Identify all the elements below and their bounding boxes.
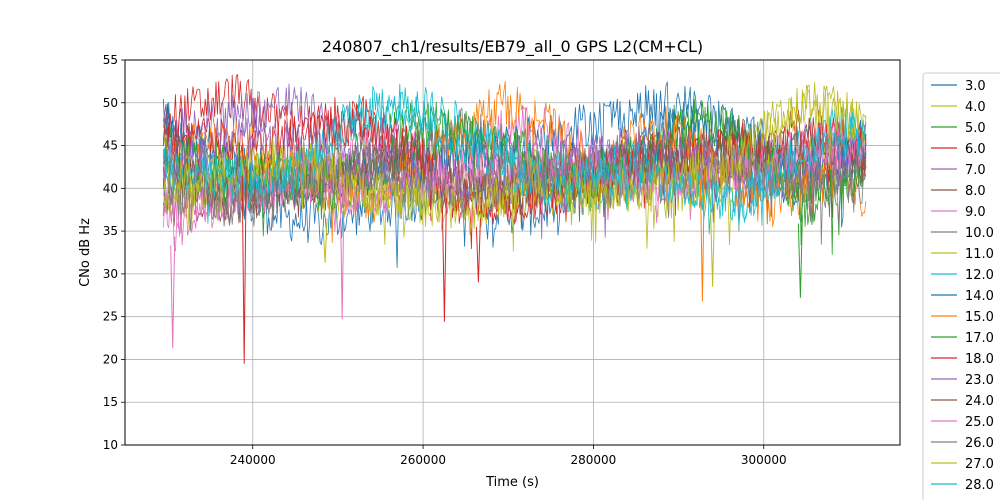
- legend-label: 15.0: [965, 310, 994, 325]
- legend-label: 10.0: [965, 226, 994, 241]
- legend-box: [922, 72, 1000, 500]
- series-line-27-0: [162, 84, 867, 252]
- series-spike: [322, 218, 328, 263]
- legend-label: 24.0: [965, 394, 994, 409]
- chart-title: 240807_ch1/results/EB79_all_0 GPS L2(CM+…: [322, 37, 703, 57]
- legend-label: 8.0: [965, 184, 986, 199]
- series-spike: [170, 236, 176, 349]
- legend-label: 14.0: [965, 289, 994, 304]
- y-tick-label: 40: [103, 181, 118, 195]
- x-axis-label: Time (s): [485, 475, 539, 490]
- series-spike: [699, 169, 705, 302]
- y-tick-label: 30: [103, 267, 118, 281]
- legend-label: 27.0: [965, 457, 994, 472]
- y-tick-label: 10: [103, 438, 118, 452]
- legend-label: 6.0: [965, 142, 986, 157]
- legend-label: 9.0: [965, 205, 986, 220]
- legend-label: 5.0: [965, 121, 986, 136]
- legend-label: 17.0: [965, 331, 994, 346]
- series-spike: [475, 218, 481, 283]
- y-tick-label: 15: [103, 395, 118, 409]
- y-tick-label: 55: [103, 53, 118, 67]
- series-spike: [710, 203, 716, 287]
- x-tick-label: 240000: [230, 453, 276, 467]
- x-tick-label: 260000: [400, 453, 446, 467]
- legend-label: 4.0: [965, 100, 986, 115]
- x-axis: 240000 260000 280000 300000: [230, 445, 787, 467]
- x-tick-label: 300000: [741, 453, 787, 467]
- legend: 3.0 4.0 5.0 6.0 7.0 8.0 9.0 10.0 11.0 12.0 14.0 15.…: [922, 72, 1000, 500]
- series-spike: [339, 174, 345, 320]
- legend-label: 3.0: [965, 79, 986, 94]
- y-tick-label: 50: [103, 96, 118, 110]
- legend-label: 18.0: [965, 352, 994, 367]
- y-axis-label: CNo dB Hz: [78, 218, 93, 287]
- legend-label: 7.0: [965, 163, 986, 178]
- legend-label: 26.0: [965, 436, 994, 451]
- legend-label: 11.0: [965, 247, 994, 262]
- plot-series-group: [162, 74, 867, 364]
- legend-label: 23.0: [965, 373, 994, 388]
- series-spike: [797, 215, 803, 298]
- y-tick-label: 20: [103, 352, 118, 366]
- legend-label: 28.0: [965, 478, 994, 493]
- series-spike: [441, 197, 447, 322]
- legend-label: 12.0: [965, 268, 994, 283]
- series-spike: [241, 166, 247, 364]
- y-tick-label: 35: [103, 224, 118, 238]
- y-tick-label: 45: [103, 139, 118, 153]
- plot-frame: [124, 59, 901, 446]
- y-axis: 10 15 20 25 30 35 40 45 50 55: [103, 53, 125, 452]
- series-line-28-0: [162, 86, 867, 227]
- y-tick-label: 25: [103, 310, 118, 324]
- x-tick-label: 280000: [571, 453, 617, 467]
- legend-label: 25.0: [965, 415, 994, 430]
